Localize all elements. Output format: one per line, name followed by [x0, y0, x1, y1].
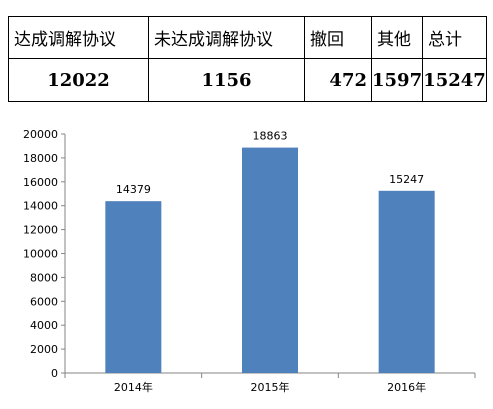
y-tick-label: 20000	[23, 128, 58, 141]
y-tick-label: 0	[51, 367, 58, 380]
bar-2	[242, 147, 298, 373]
y-tick-label: 8000	[30, 271, 58, 284]
header-cell-not-mediated: 未达成调解协议	[148, 16, 305, 59]
x-tick-label: 2016年	[387, 380, 426, 394]
bar-chart-svg: 0 2000 4000 6000 8000 10000 12000 14000 16000 180…	[23, 128, 476, 394]
y-tick-label: 18000	[23, 152, 58, 165]
summary-table: 达成调解协议 未达成调解协议 撤回 其他 总计 12022 1156 472 1…	[8, 16, 487, 102]
bar-1	[105, 201, 162, 373]
value-cell-mediated: 12022	[8, 58, 149, 102]
x-tick-label: 2014年	[114, 380, 153, 394]
value-cell-withdrawn: 472	[304, 58, 372, 102]
y-tick-label: 14000	[23, 200, 58, 213]
y-tick-label: 4000	[30, 319, 58, 332]
y-tick-label: 12000	[23, 224, 58, 237]
value-cell-not-mediated: 1156	[148, 58, 305, 102]
y-tick-label: 2000	[30, 343, 58, 356]
header-cell-withdrawn: 撤回	[304, 16, 372, 59]
header-cell-total: 总计	[422, 16, 487, 59]
value-cell-other: 1597	[371, 58, 423, 102]
y-tick-label: 6000	[30, 295, 58, 308]
summary-table-wrapper: 达成调解协议 未达成调解协议 撤回 其他 总计 12022 1156 472 1…	[8, 16, 487, 102]
table-header-row: 达成调解协议 未达成调解协议 撤回 其他 总计	[8, 16, 487, 59]
header-cell-mediated: 达成调解协议	[8, 16, 149, 59]
x-tick-label: 2015年	[251, 380, 290, 394]
table-value-row: 12022 1156 472 1597 15247	[8, 58, 487, 102]
bar-3	[378, 190, 435, 373]
data-label-2: 18863	[253, 130, 288, 143]
header-cell-other: 其他	[371, 16, 423, 59]
y-tick-label: 10000	[23, 248, 58, 261]
value-cell-total: 15247	[422, 58, 487, 102]
y-tick-label: 16000	[23, 176, 58, 189]
data-label-1: 14379	[116, 183, 151, 196]
data-label-3: 15247	[389, 173, 424, 186]
bar-chart: 0 2000 4000 6000 8000 10000 12000 14000 16000 180…	[0, 118, 493, 405]
